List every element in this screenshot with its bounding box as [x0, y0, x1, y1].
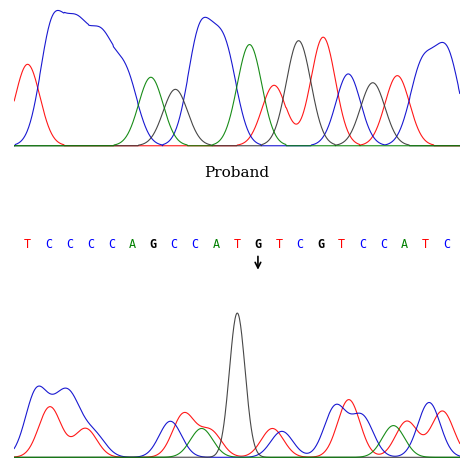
Text: A: A — [401, 237, 408, 251]
Text: T: T — [24, 237, 31, 251]
Text: Proband: Proband — [204, 166, 270, 180]
Text: C: C — [171, 237, 178, 251]
Text: G: G — [255, 237, 262, 251]
Text: C: C — [108, 237, 115, 251]
Text: C: C — [296, 237, 303, 251]
Text: G: G — [150, 237, 157, 251]
Text: C: C — [380, 237, 387, 251]
Text: T: T — [233, 237, 241, 251]
Text: C: C — [45, 237, 52, 251]
Text: C: C — [443, 237, 450, 251]
Text: G: G — [317, 237, 324, 251]
Text: C: C — [191, 237, 199, 251]
Text: T: T — [338, 237, 345, 251]
Text: C: C — [359, 237, 366, 251]
Text: T: T — [422, 237, 429, 251]
Text: C: C — [66, 237, 73, 251]
Text: C: C — [87, 237, 94, 251]
Text: T: T — [275, 237, 283, 251]
Text: A: A — [129, 237, 136, 251]
Text: A: A — [212, 237, 219, 251]
